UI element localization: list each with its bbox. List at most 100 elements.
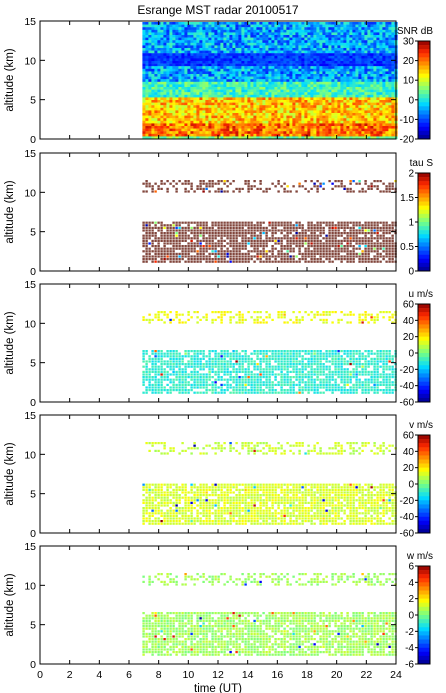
colorbar-step	[418, 590, 430, 595]
u-colorbar-label: u m/s	[409, 289, 433, 300]
v-y-axis: 0 5 10 15	[24, 410, 396, 540]
colorbar-step	[418, 635, 430, 640]
u-y-title: altitude (km)	[4, 311, 16, 374]
colorbar-step	[418, 308, 430, 313]
colorbar-tick-label: -20	[400, 135, 415, 146]
colorbar-step	[418, 336, 430, 342]
x-tick-label: 6	[126, 669, 132, 681]
colorbar-tick-label: 0	[408, 349, 414, 360]
u-colorbar: u m/s60 40 20 0 -20 -40 -60	[400, 289, 433, 409]
colorbar-step	[418, 586, 430, 591]
colorbar-step	[418, 439, 430, 444]
w-colorbar-label: w m/s	[406, 551, 433, 562]
colorbar-step	[418, 173, 430, 178]
colorbar-step	[418, 479, 430, 485]
panel-v: 0 5 10 15 altitude (km) v m/s60 40 20 0 -20 -40 -60	[4, 410, 433, 540]
chart-title: Esrange MST radar 20100517	[137, 3, 299, 17]
colorbar-step	[418, 69, 430, 74]
u-field	[142, 311, 397, 394]
colorbar-tick-label: 20	[403, 56, 415, 67]
colorbar-step	[418, 41, 430, 46]
x-tick-label: 12	[212, 669, 224, 681]
colorbar-step	[418, 81, 430, 87]
colorbar-tick-label: -10	[400, 115, 415, 126]
colorbar-step	[418, 254, 430, 260]
x-tick-label: 4	[96, 669, 102, 681]
colorbar-step	[418, 324, 430, 329]
colorbar-step	[418, 242, 430, 247]
colorbar-step	[418, 226, 430, 231]
colorbar-tick-label: -4	[405, 643, 414, 654]
colorbar-step	[418, 98, 430, 103]
colorbar-tick-label: 20	[403, 332, 415, 343]
v-colorbar: v m/s60 40 20 0 -20 -40 -60	[400, 420, 433, 540]
snr-y-title: altitude (km)	[4, 48, 16, 111]
x-tick-label: 22	[360, 669, 372, 681]
colorbar-step	[418, 361, 430, 366]
colorbar-step	[418, 455, 430, 460]
colorbar-step	[418, 578, 430, 583]
colorbar-step	[418, 57, 430, 62]
colorbar-tick-label: 0	[408, 95, 414, 106]
colorbar-tick-label: 0	[408, 480, 414, 491]
colorbar-tick-label: 40	[403, 316, 415, 327]
y-tick-label: 5	[30, 620, 36, 632]
colorbar-step	[418, 373, 430, 378]
colorbar-step	[418, 246, 430, 251]
tau-y-axis: 0 5 10 15	[24, 148, 396, 278]
colorbar-step	[418, 369, 430, 374]
panel-tau: 0 5 10 15 altitude (km) tau S2 1.5 1 0.5 0	[4, 148, 433, 278]
y-tick-label: 10	[24, 55, 36, 67]
colorbar-step	[418, 389, 430, 395]
colorbar-step	[418, 377, 430, 382]
y-tick-label: 0	[30, 134, 36, 146]
colorbar-step	[418, 385, 430, 391]
snr-colorbar-label: SNR dB	[397, 26, 433, 37]
y-tick-label: 0	[30, 266, 36, 278]
colorbar-step	[418, 114, 430, 119]
colorbar-step	[418, 258, 430, 264]
tau-colorbar-label: tau S	[410, 158, 434, 169]
colorbar-step	[418, 574, 430, 579]
colorbar-step	[418, 130, 430, 136]
y-tick-label: 5	[30, 95, 36, 107]
colorbar-step	[418, 94, 430, 99]
x-tick-label: 2	[67, 669, 73, 681]
colorbar-step	[418, 500, 430, 505]
colorbar-step	[418, 397, 430, 403]
colorbar-step	[418, 201, 430, 206]
colorbar-tick-label: 10	[403, 76, 415, 87]
colorbar-step	[418, 528, 430, 534]
colorbar-step	[418, 106, 430, 111]
w-colorbar: w m/s6 4 2 0 -2 -4 -6	[405, 551, 433, 671]
y-tick-label: 15	[24, 541, 36, 553]
y-tick-label: 15	[24, 410, 36, 422]
panel-u: 0 5 10 15 altitude (km) u m/s60 40 20 0 -20 -40 -60	[4, 279, 433, 409]
colorbar-tick-label: 60	[403, 300, 415, 311]
colorbar-step	[418, 504, 430, 509]
x-tick-label: 14	[242, 669, 254, 681]
colorbar-step	[418, 222, 430, 227]
colorbar-step	[418, 365, 430, 370]
colorbar-step	[418, 266, 430, 272]
colorbar-tick-label: 6	[408, 562, 414, 573]
colorbar-tick-label: 1.5	[400, 193, 414, 204]
colorbar-step	[418, 65, 430, 70]
y-tick-label: 0	[30, 659, 36, 671]
y-tick-label: 15	[24, 148, 36, 160]
x-tick-label: 8	[156, 669, 162, 681]
colorbar-step	[418, 320, 430, 325]
y-tick-label: 0	[30, 528, 36, 540]
colorbar-step	[418, 643, 430, 648]
v-y-title: altitude (km)	[4, 442, 16, 505]
y-tick-label: 0	[30, 397, 36, 409]
colorbar-step	[418, 250, 430, 255]
colorbar-step	[418, 304, 430, 309]
u-frame	[39, 283, 397, 403]
colorbar-step	[418, 90, 430, 95]
y-tick-label: 5	[30, 358, 36, 370]
colorbar-step	[418, 45, 430, 50]
colorbar-step	[418, 463, 430, 468]
colorbar-step	[418, 467, 430, 473]
